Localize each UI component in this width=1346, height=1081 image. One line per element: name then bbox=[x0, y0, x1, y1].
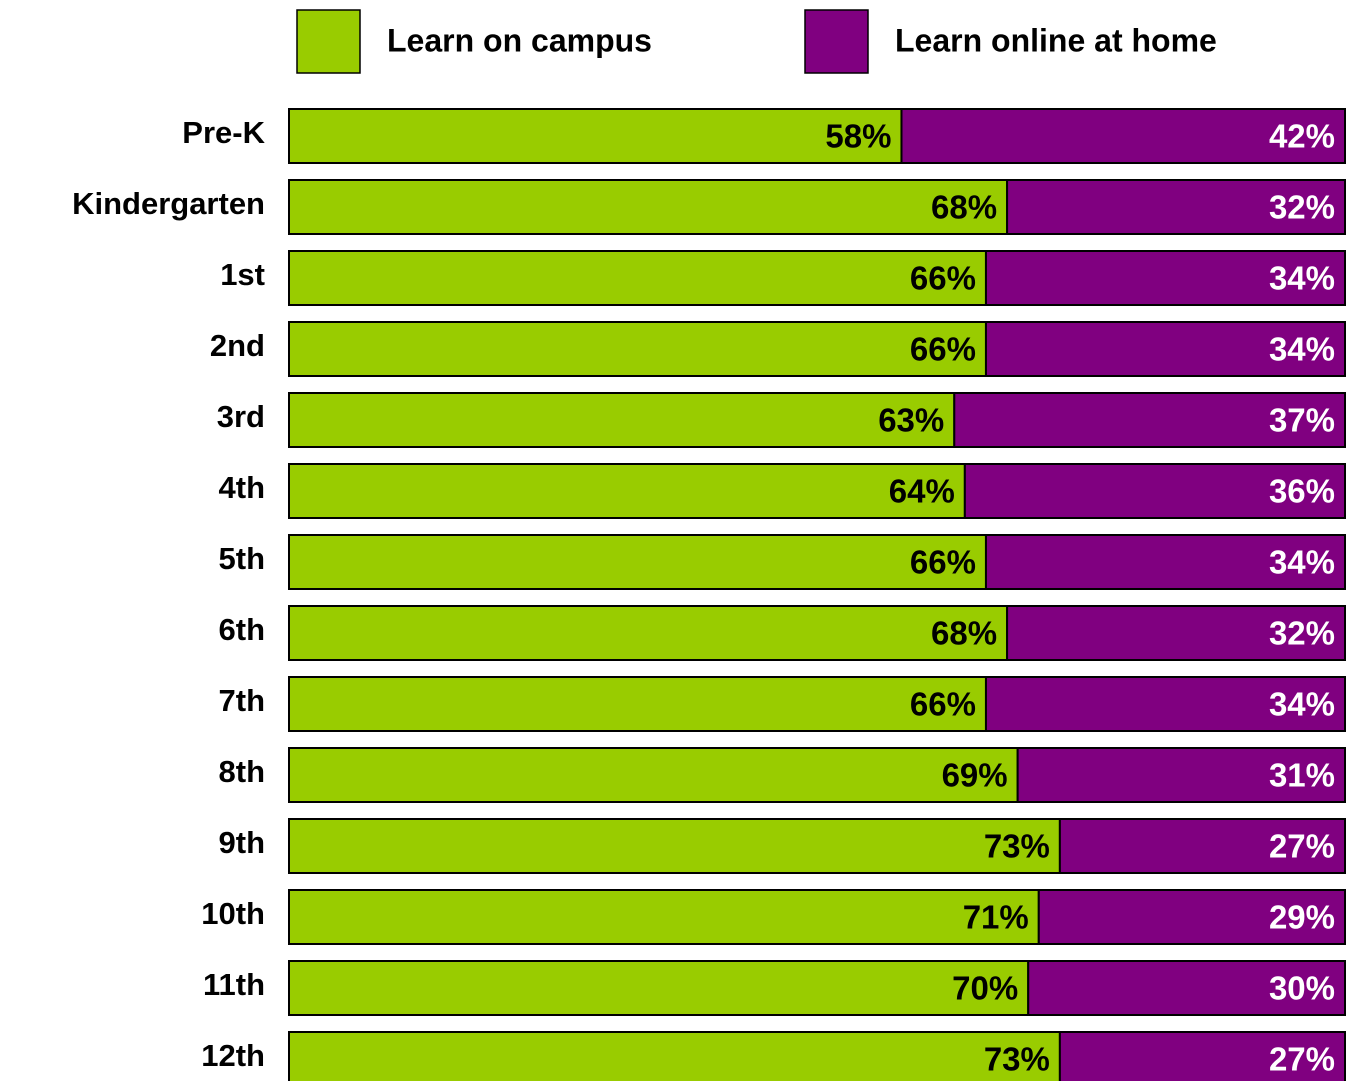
legend-swatch bbox=[804, 9, 869, 74]
category-label: 12th bbox=[201, 1038, 265, 1073]
category-label: 1st bbox=[220, 257, 265, 292]
value-label: 32% bbox=[1269, 189, 1335, 226]
bar-segment bbox=[963, 463, 1346, 519]
bar-segment bbox=[288, 747, 1019, 803]
value-label: 68% bbox=[931, 615, 997, 652]
category-label: Kindergarten bbox=[72, 186, 265, 221]
category-label: 3rd bbox=[217, 399, 265, 434]
bar-segment bbox=[1027, 960, 1346, 1016]
value-label: 64% bbox=[889, 473, 955, 510]
category-label: 2nd bbox=[210, 328, 265, 363]
value-label: 70% bbox=[952, 970, 1018, 1007]
value-label: 32% bbox=[1269, 615, 1335, 652]
value-label: 68% bbox=[931, 189, 997, 226]
bar-segment bbox=[984, 250, 1346, 306]
value-label: 66% bbox=[910, 686, 976, 723]
category-label: 4th bbox=[219, 470, 266, 505]
bar-segment bbox=[288, 676, 987, 732]
bar-segment bbox=[288, 392, 956, 448]
bar-segment bbox=[1016, 747, 1346, 803]
bar-segment bbox=[288, 1031, 1061, 1081]
category-label: 7th bbox=[219, 683, 266, 718]
bar-segment bbox=[288, 605, 1009, 661]
category-label: 9th bbox=[219, 825, 266, 860]
bar-segment bbox=[288, 321, 987, 377]
value-label: 30% bbox=[1269, 970, 1335, 1007]
bar-segment bbox=[288, 534, 987, 590]
value-label: 58% bbox=[825, 118, 891, 155]
bar-segment bbox=[1006, 605, 1346, 661]
value-label: 34% bbox=[1269, 544, 1335, 581]
category-label: 11th bbox=[203, 967, 265, 1002]
bar-segment bbox=[1006, 179, 1346, 235]
legend-label: Learn on campus bbox=[387, 22, 652, 58]
value-label: 66% bbox=[910, 544, 976, 581]
bar-segment bbox=[1058, 1031, 1346, 1081]
legend-label: Learn online at home bbox=[895, 22, 1217, 58]
value-label: 73% bbox=[984, 828, 1050, 865]
category-label: 6th bbox=[219, 612, 266, 647]
bar-segment bbox=[984, 676, 1346, 732]
category-label: 8th bbox=[219, 754, 266, 789]
value-label: 66% bbox=[910, 260, 976, 297]
bar-segment bbox=[288, 889, 1040, 945]
legend-swatch bbox=[296, 9, 361, 74]
value-label: 69% bbox=[942, 757, 1008, 794]
value-label: 34% bbox=[1269, 331, 1335, 368]
value-label: 34% bbox=[1269, 686, 1335, 723]
value-label: 63% bbox=[878, 402, 944, 439]
bar-segment bbox=[900, 108, 1346, 164]
value-label: 31% bbox=[1269, 757, 1335, 794]
value-label: 42% bbox=[1269, 118, 1335, 155]
bar-segment bbox=[288, 250, 987, 306]
bar-segment bbox=[288, 179, 1009, 235]
bar-segment bbox=[1037, 889, 1346, 945]
bar-segment bbox=[288, 463, 966, 519]
category-label: 10th bbox=[201, 896, 265, 931]
value-label: 29% bbox=[1269, 899, 1335, 936]
bar-segment bbox=[288, 960, 1030, 1016]
value-label: 71% bbox=[963, 899, 1029, 936]
value-label: 27% bbox=[1269, 828, 1335, 865]
value-label: 36% bbox=[1269, 473, 1335, 510]
value-label: 73% bbox=[984, 1041, 1050, 1078]
bar-segment bbox=[984, 534, 1346, 590]
value-label: 34% bbox=[1269, 260, 1335, 297]
bar-segment bbox=[288, 818, 1061, 874]
value-label: 66% bbox=[910, 331, 976, 368]
category-label: 5th bbox=[219, 541, 266, 576]
value-label: 27% bbox=[1269, 1041, 1335, 1078]
bar-segment bbox=[953, 392, 1346, 448]
bar-segment bbox=[984, 321, 1346, 377]
bar-segment bbox=[1058, 818, 1346, 874]
category-label: Pre-K bbox=[182, 115, 265, 150]
bar-segment bbox=[288, 108, 903, 164]
value-label: 37% bbox=[1269, 402, 1335, 439]
